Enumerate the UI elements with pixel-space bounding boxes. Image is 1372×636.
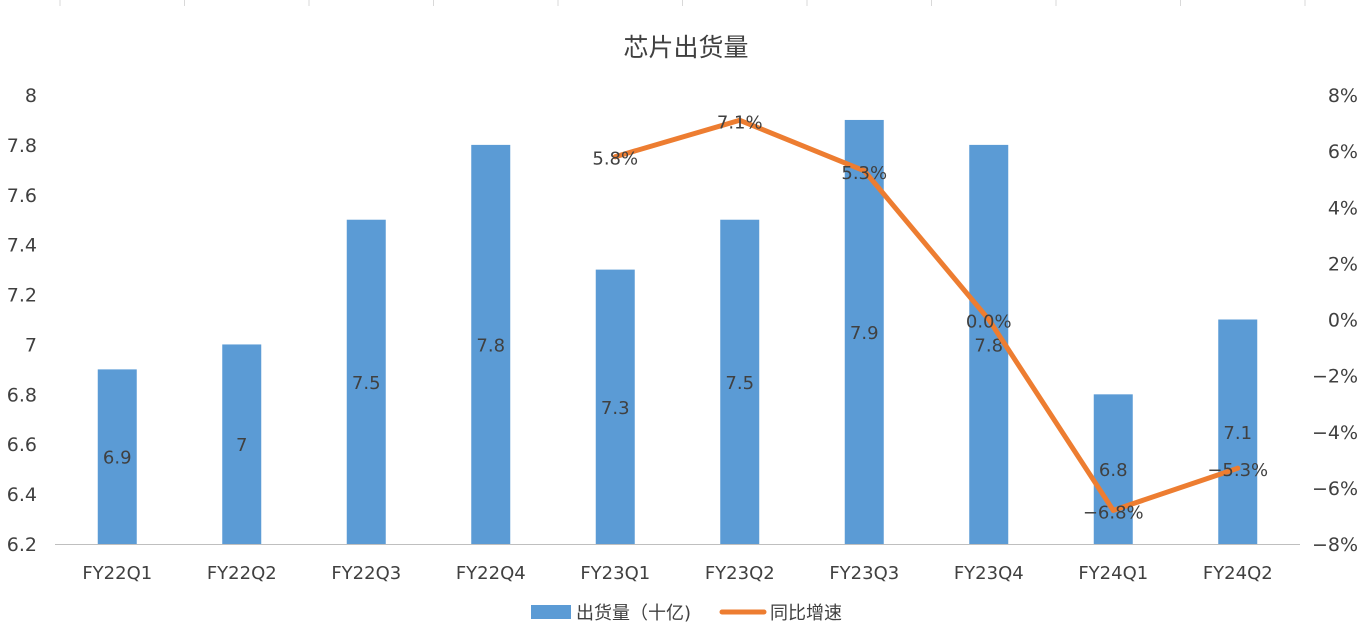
y-right-tick-label: −6% <box>1312 478 1358 500</box>
y-left-tick-label: 6.2 <box>7 534 37 556</box>
y-right-tick-label: −2% <box>1312 366 1358 388</box>
bar <box>97 369 137 544</box>
y-left-tick-label: 7 <box>25 334 37 356</box>
legend-label-bars: 出货量（十亿) <box>576 603 691 624</box>
y-right-tick-label: −8% <box>1312 534 1358 556</box>
y-left-tick-label: 7.6 <box>7 185 37 207</box>
bar <box>844 119 884 544</box>
x-tick-label: FY22Q4 <box>456 563 526 584</box>
y-left-tick-label: 7.2 <box>7 285 37 307</box>
y-left-tick-label: 8 <box>25 85 37 107</box>
y-left-tick-label: 7.4 <box>7 235 37 257</box>
x-tick-label: FY23Q3 <box>829 563 899 584</box>
line-point <box>1235 465 1241 471</box>
line-data-label: 0.0% <box>966 312 1012 333</box>
legend-swatch-bars <box>531 605 571 619</box>
line-point <box>1110 507 1116 513</box>
x-tick-label: FY23Q4 <box>954 563 1024 584</box>
y-right-tick-label: 0% <box>1328 310 1358 332</box>
x-tick-label: FY22Q2 <box>207 563 277 584</box>
line-data-label: 7.1% <box>717 112 763 133</box>
bar-data-label: 7.8 <box>974 335 1003 356</box>
bar-data-label: 7.8 <box>476 335 505 356</box>
line-data-label: 5.3% <box>841 163 887 184</box>
bar <box>595 269 635 544</box>
x-tick-label: FY24Q1 <box>1078 563 1148 584</box>
bar-data-label: 7 <box>236 435 247 456</box>
line-data-label: −6.8% <box>1083 502 1144 523</box>
bar-data-label: 7.5 <box>725 373 754 394</box>
y-right-tick-label: 4% <box>1328 197 1358 219</box>
bar-data-label: 6.8 <box>1099 460 1128 481</box>
bar <box>346 219 386 544</box>
bar-data-label: 7.5 <box>352 373 381 394</box>
bar-data-label: 7.3 <box>601 398 630 419</box>
line-point <box>986 317 992 322</box>
bar <box>471 144 511 544</box>
bar-data-label: 7.9 <box>850 323 879 344</box>
line-data-label: 5.8% <box>592 149 638 170</box>
bar <box>222 344 262 544</box>
chart-title: 芯片出货量 <box>623 33 749 62</box>
line-data-label: −5.3% <box>1207 460 1268 481</box>
y-left-tick-label: 6.4 <box>7 484 37 506</box>
y-right-tick-label: 2% <box>1328 253 1358 275</box>
line-point <box>612 154 618 160</box>
y-right-tick-label: −4% <box>1312 422 1358 444</box>
line-point <box>861 168 867 174</box>
y-right-tick-label: 6% <box>1328 141 1358 163</box>
x-tick-label: FY22Q3 <box>331 563 401 584</box>
y-left-tick-label: 6.8 <box>7 384 37 406</box>
y-left-tick-label: 6.6 <box>7 434 37 456</box>
x-tick-label: FY23Q1 <box>580 563 650 584</box>
bar <box>1218 319 1258 544</box>
bar-data-label: 6.9 <box>103 448 132 469</box>
y-right-tick-label: 8% <box>1328 85 1358 107</box>
bar <box>720 219 760 544</box>
x-tick-label: FY23Q2 <box>705 563 775 584</box>
line-point <box>737 117 743 123</box>
line-series-growth <box>612 117 1241 513</box>
bar <box>969 144 1009 544</box>
bar-data-label: 7.1 <box>1223 423 1252 444</box>
x-tick-label: FY22Q1 <box>82 563 152 584</box>
bar <box>1093 394 1133 544</box>
y-left-tick-label: 7.8 <box>7 135 37 157</box>
x-tick-label: FY24Q2 <box>1203 563 1273 584</box>
legend-label-line: 同比增速 <box>770 603 842 624</box>
